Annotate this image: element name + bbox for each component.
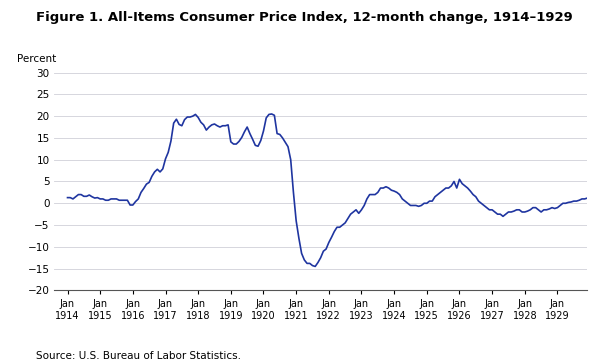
Text: Percent: Percent (17, 54, 56, 64)
Text: Source: U.S. Bureau of Labor Statistics.: Source: U.S. Bureau of Labor Statistics. (36, 351, 241, 361)
Text: Figure 1. All-Items Consumer Price Index, 12-month change, 1914–1929: Figure 1. All-Items Consumer Price Index… (36, 11, 573, 24)
